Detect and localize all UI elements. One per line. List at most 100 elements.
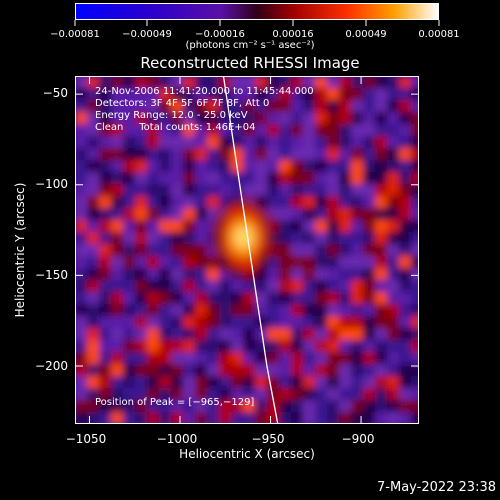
image-pixel (87, 232, 100, 245)
image-pixel (195, 256, 208, 269)
image-pixel (159, 112, 172, 125)
image-pixel (111, 112, 124, 125)
image-pixel (399, 172, 412, 185)
image-pixel (375, 112, 388, 125)
image-pixel (111, 172, 124, 185)
image-pixel (171, 160, 184, 173)
image-pixel (351, 220, 364, 233)
image-pixel (339, 280, 352, 293)
image-pixel (159, 316, 172, 329)
image-pixel (231, 100, 244, 113)
image-pixel (315, 220, 328, 233)
image-pixel (123, 148, 136, 161)
image-pixel (171, 148, 184, 161)
image-pixel (291, 268, 304, 281)
image-pixel (219, 352, 232, 365)
image-pixel (243, 184, 256, 197)
image-pixel (327, 112, 340, 125)
image-pixel (195, 244, 208, 257)
image-pixel (375, 88, 388, 101)
image-pixel (183, 268, 196, 281)
image-pixel (255, 364, 268, 377)
image-pixel (387, 304, 400, 317)
image-pixel (171, 184, 184, 197)
image-pixel (135, 292, 148, 305)
image-pixel (387, 352, 400, 365)
image-pixel (255, 280, 268, 293)
image-pixel (147, 304, 160, 317)
image-pixel (87, 316, 100, 329)
image-pixel (279, 292, 292, 305)
image-pixel (339, 196, 352, 209)
image-pixel (159, 304, 172, 317)
y-tick-label: −50 (42, 86, 68, 100)
image-pixel (207, 280, 220, 293)
image-pixel (411, 244, 419, 257)
image-pixel (351, 376, 364, 389)
image-pixel (87, 304, 100, 317)
image-pixel (291, 160, 304, 173)
image-pixel (303, 364, 316, 377)
image-pixel (219, 76, 232, 89)
image-pixel (183, 232, 196, 245)
image-pixel (411, 292, 419, 305)
image-pixel (387, 244, 400, 257)
image-pixel (399, 136, 412, 149)
image-pixel (339, 352, 352, 365)
image-pixel (303, 172, 316, 185)
image-pixel (303, 76, 316, 89)
image-pixel (195, 172, 208, 185)
image-pixel (231, 400, 244, 413)
image-pixel (87, 76, 100, 89)
image-pixel (291, 388, 304, 401)
image-pixel (351, 196, 364, 209)
image-pixel (267, 400, 280, 413)
image-pixel (399, 352, 412, 365)
image-pixel (315, 196, 328, 209)
image-pixel (315, 364, 328, 377)
image-pixel (327, 388, 340, 401)
image-pixel (159, 208, 172, 221)
image-pixel (243, 376, 256, 389)
image-pixel (279, 88, 292, 101)
image-pixel (135, 208, 148, 221)
image-pixel (387, 256, 400, 269)
image-pixel (99, 136, 112, 149)
image-pixel (87, 112, 100, 125)
colorbar-tick: −0.00081 (50, 29, 100, 40)
image-pixel (279, 340, 292, 353)
image-pixel (303, 400, 316, 413)
image-pixel (351, 136, 364, 149)
image-pixel (255, 136, 268, 149)
image-pixel (219, 292, 232, 305)
image-pixel (291, 100, 304, 113)
image-pixel (267, 88, 280, 101)
image-pixel (183, 220, 196, 233)
image-pixel (171, 136, 184, 149)
image-pixel (123, 388, 136, 401)
image-pixel (255, 76, 268, 89)
image-pixel (195, 268, 208, 281)
image-pixel (183, 124, 196, 137)
image-pixel (315, 112, 328, 125)
image-pixel (123, 328, 136, 341)
image-pixel (279, 280, 292, 293)
image-pixel (411, 268, 419, 281)
image-pixel (315, 232, 328, 245)
image-pixel (243, 100, 256, 113)
heatmap-plot (75, 76, 419, 424)
image-pixel (303, 316, 316, 329)
image-pixel (159, 136, 172, 149)
image-pixel (411, 112, 419, 125)
image-pixel (327, 412, 340, 424)
image-pixel (375, 268, 388, 281)
image-pixel (75, 340, 88, 353)
image-pixel (171, 244, 184, 257)
image-pixel (303, 340, 316, 353)
image-pixel (363, 292, 376, 305)
image-pixel (183, 400, 196, 413)
image-pixel (159, 160, 172, 173)
image-pixel (207, 292, 220, 305)
image-pixel (111, 160, 124, 173)
image-pixel (243, 88, 256, 101)
